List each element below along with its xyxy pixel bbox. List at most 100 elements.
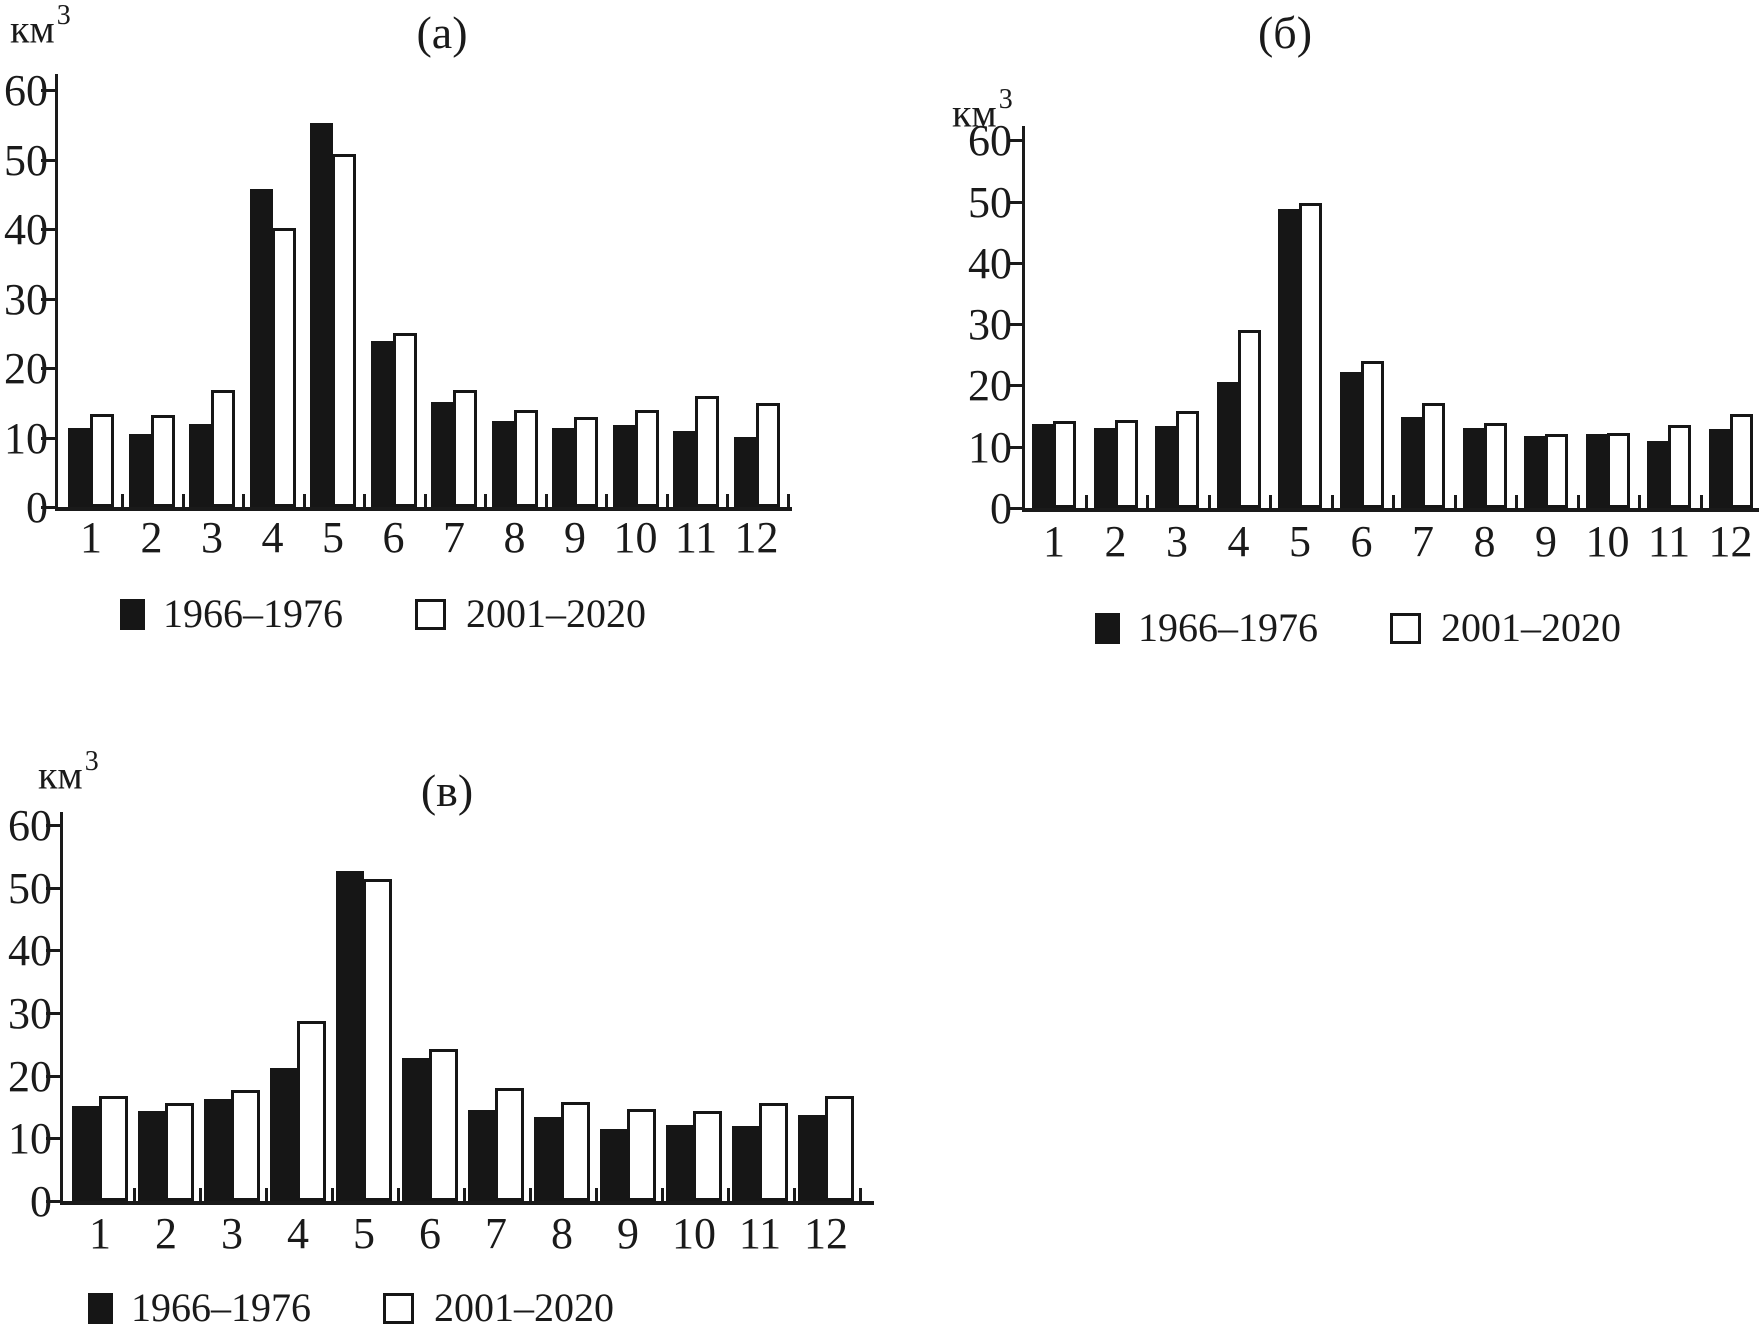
y-axis-tick — [1008, 384, 1025, 388]
x-tick-label: 10 — [672, 1209, 716, 1258]
x-tick-label: 2 — [140, 513, 163, 562]
legend: 1966–1976 2001–2020 — [120, 594, 646, 634]
y-axis-tick — [1008, 445, 1025, 449]
unit-base: км — [38, 752, 83, 798]
y-axis-unit-label: км3 — [10, 2, 71, 52]
bar-2001-2020-month-4 — [271, 227, 296, 507]
bar-1966-1976-month-11 — [732, 1126, 760, 1201]
bar-1966-1976-month-8 — [491, 420, 515, 507]
bar-1966-1976-month-2 — [128, 434, 152, 507]
y-tick-label: 20 — [968, 361, 1012, 411]
bar-2001-2020-month-9 — [627, 1109, 656, 1201]
bar-1966-1976-month-10 — [666, 1125, 694, 1201]
x-tick-label: 4 — [1227, 517, 1250, 566]
y-axis-tick — [41, 297, 58, 301]
y-axis-tick — [46, 1200, 63, 1203]
bar-2001-2020-month-3 — [211, 389, 235, 507]
x-tick-label: 7 — [485, 1209, 507, 1258]
chart-title: (б) — [1257, 7, 1313, 58]
y-axis-unit-label: км3 — [38, 748, 99, 798]
y-axis-tick — [41, 158, 58, 162]
x-tick-label: 6 — [382, 513, 405, 562]
bar-1966-1976-month-8 — [1462, 427, 1485, 508]
x-axis — [55, 507, 792, 511]
y-tick-label: 20 — [4, 344, 48, 393]
x-axis-tick — [1699, 495, 1703, 508]
x-axis-tick — [786, 494, 790, 507]
x-axis-tick — [463, 1188, 466, 1201]
legend-label-2001-2020: 2001–2020 — [434, 1285, 614, 1330]
x-tick-label: 7 — [1412, 517, 1434, 566]
y-tick-label: 50 — [968, 177, 1012, 227]
x-tick-label: 8 — [503, 513, 526, 562]
x-axis-tick — [1515, 495, 1519, 508]
x-axis-tick — [1269, 495, 1273, 508]
bar-2001-2020-month-11 — [695, 395, 719, 507]
x-tick-label: 6 — [1350, 517, 1373, 566]
legend-label-2001-2020: 2001–2020 — [1441, 605, 1621, 650]
legend-label-2001-2020: 2001–2020 — [466, 591, 646, 636]
x-tick-label: 2 — [155, 1209, 177, 1258]
x-axis-tick — [1453, 495, 1457, 508]
bar-1966-1976-month-9 — [600, 1128, 628, 1201]
bar-2001-2020-month-8 — [561, 1101, 590, 1201]
x-tick-label: 5 — [322, 513, 344, 562]
y-axis-tick — [46, 1011, 63, 1015]
bar-1966-1976-month-7 — [468, 1110, 496, 1201]
y-axis-tick — [46, 886, 63, 890]
bar-2001-2020-month-1 — [90, 413, 114, 507]
x-axis-tick — [544, 494, 548, 507]
bar-2001-2020-month-2 — [1114, 419, 1138, 508]
x-axis-tick — [397, 1188, 400, 1201]
x-axis-tick — [331, 1188, 334, 1201]
bar-2001-2020-month-3 — [1176, 410, 1199, 508]
bar-2001-2020-month-8 — [1483, 423, 1507, 508]
y-tick-label: 20 — [8, 1051, 52, 1101]
x-tick-label: 4 — [261, 513, 284, 562]
unit-base: км — [10, 6, 55, 52]
unit-exponent: 3 — [998, 84, 1013, 115]
bar-1966-1976-month-6 — [370, 340, 394, 507]
y-axis — [1022, 126, 1025, 512]
x-tick-label: 5 — [353, 1209, 375, 1258]
bar-2001-2020-month-10 — [634, 410, 659, 507]
bar-1966-1976-month-11 — [673, 430, 696, 507]
bar-1966-1976-month-5 — [1278, 208, 1300, 508]
x-axis-tick — [1330, 495, 1334, 508]
x-tick-label: 2 — [1104, 517, 1127, 566]
bar-2001-2020-month-8 — [513, 409, 538, 507]
x-tick-label: 3 — [221, 1209, 243, 1258]
bar-1966-1976-month-12 — [733, 436, 757, 507]
y-axis-tick — [41, 89, 58, 92]
y-axis-tick — [41, 506, 58, 509]
y-axis-tick — [46, 823, 63, 827]
x-axis — [60, 1201, 874, 1205]
legend-filled-square-icon — [120, 598, 145, 630]
bar-1966-1976-month-6 — [402, 1058, 430, 1201]
x-tick-label: 11 — [674, 513, 718, 562]
x-axis-tick — [665, 494, 669, 507]
y-tick-label: 30 — [4, 274, 48, 324]
legend-filled-square-icon — [1095, 612, 1120, 644]
x-axis-tick — [484, 494, 488, 507]
x-axis-tick — [1638, 495, 1642, 508]
y-tick-label: 0 — [30, 1177, 52, 1226]
chart-title: (а) — [416, 7, 468, 58]
y-axis-tick — [41, 436, 58, 440]
y-axis — [55, 74, 58, 511]
bar-1966-1976-month-5 — [310, 123, 333, 507]
y-tick-label: 60 — [4, 66, 48, 115]
y-axis — [60, 812, 63, 1205]
bar-2001-2020-month-3 — [231, 1090, 260, 1201]
x-axis-tick — [121, 494, 125, 507]
x-tick-label: 9 — [1535, 517, 1557, 566]
bar-2001-2020-month-5 — [1299, 202, 1322, 508]
bar-2001-2020-month-6 — [1360, 361, 1384, 508]
y-tick-label: 0 — [26, 483, 48, 532]
bar-2001-2020-month-2 — [150, 415, 175, 507]
x-axis-tick — [859, 1188, 862, 1201]
y-tick-label: 30 — [8, 988, 52, 1038]
x-axis-tick — [133, 1188, 136, 1201]
